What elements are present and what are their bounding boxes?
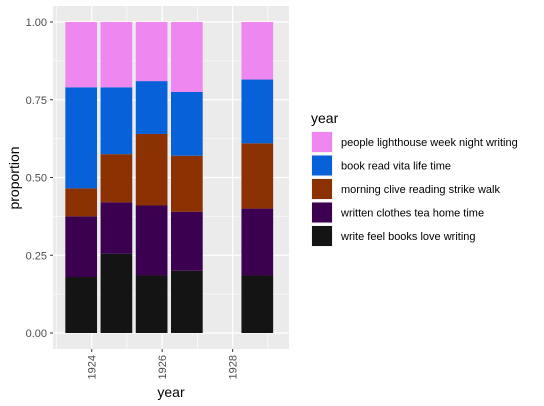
legend-label: morning clive reading strike walk bbox=[341, 184, 500, 196]
x-axis-title: year bbox=[157, 384, 185, 400]
bar-segment bbox=[171, 270, 203, 333]
x-tick-label: 1926 bbox=[157, 355, 169, 379]
legend-key-swatch bbox=[312, 226, 332, 246]
y-axis: 0.00 0.25 0.50 0.75 1.00 bbox=[26, 17, 53, 340]
y-tick-label: 0.25 bbox=[26, 250, 47, 262]
bar-segment bbox=[171, 22, 203, 92]
bar-segment bbox=[241, 208, 274, 276]
legend-key-swatch bbox=[312, 132, 332, 152]
x-tick-label: 1928 bbox=[228, 355, 240, 379]
bar-segment bbox=[171, 211, 203, 271]
legend-title: year bbox=[311, 110, 339, 126]
bar-segment bbox=[171, 155, 203, 212]
legend: people lighthouse week night writing book… bbox=[311, 131, 518, 247]
legend-label: write feel books love writing bbox=[340, 231, 476, 243]
legend-key-swatch bbox=[312, 155, 332, 176]
bar-segment bbox=[135, 81, 168, 134]
legend-label: book read vita life time bbox=[341, 161, 451, 173]
y-tick-label: 0.75 bbox=[26, 95, 47, 107]
legend-label: people lighthouse week night writing bbox=[341, 137, 518, 149]
bar-segment bbox=[100, 22, 133, 88]
bar-segment bbox=[65, 277, 98, 333]
bar-segment bbox=[241, 143, 274, 209]
y-tick-label: 1.00 bbox=[26, 17, 47, 29]
y-tick-label: 0.00 bbox=[26, 328, 47, 340]
legend-label: written clothes tea home time bbox=[340, 208, 484, 220]
bar-segment bbox=[65, 22, 98, 88]
bar-segment bbox=[100, 202, 133, 254]
bar-segment bbox=[171, 91, 203, 156]
x-tick-label: 1924 bbox=[87, 355, 99, 379]
bars bbox=[65, 22, 274, 333]
legend-key-swatch bbox=[312, 202, 332, 223]
bar-segment bbox=[135, 275, 168, 333]
bar-segment bbox=[241, 22, 274, 80]
bar-segment bbox=[241, 275, 274, 333]
bar-segment bbox=[100, 253, 133, 333]
x-axis: 1924 1926 1928 bbox=[87, 349, 240, 379]
y-tick-label: 0.50 bbox=[26, 173, 47, 185]
bar-segment bbox=[65, 188, 98, 217]
bar-segment bbox=[241, 79, 274, 144]
bar-segment bbox=[100, 87, 133, 155]
bar-segment bbox=[135, 205, 168, 276]
bar-segment bbox=[100, 154, 133, 203]
bar-segment bbox=[135, 133, 168, 206]
legend-key-swatch bbox=[312, 179, 332, 199]
bar-segment bbox=[135, 22, 168, 82]
bar-segment bbox=[65, 216, 98, 278]
bar-segment bbox=[65, 87, 98, 189]
y-axis-title: proportion bbox=[6, 146, 22, 209]
